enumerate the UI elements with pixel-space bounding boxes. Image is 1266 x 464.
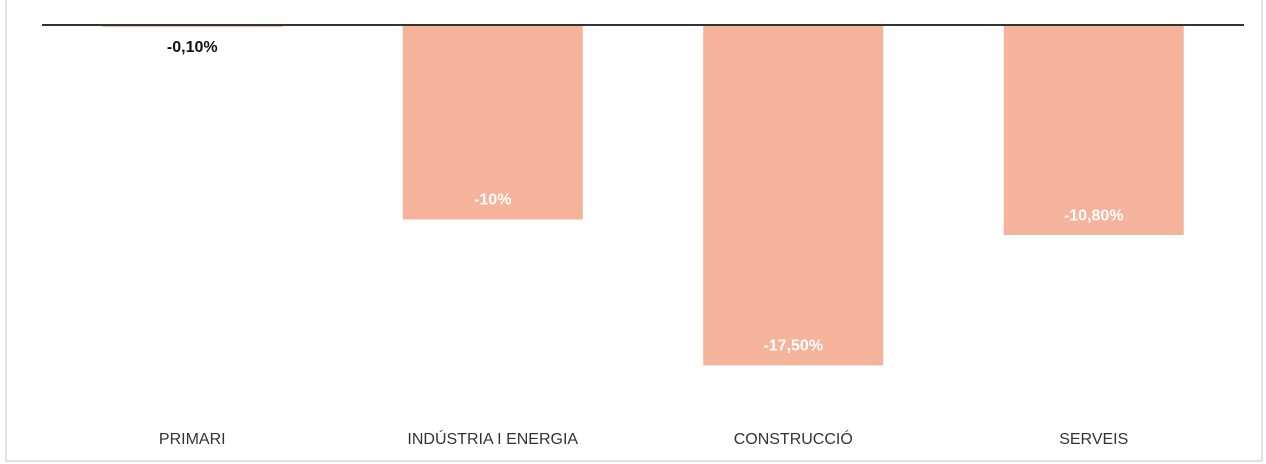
x-tick-label: CONSTRUCCIÓ bbox=[734, 429, 853, 448]
x-tick-label: INDÚSTRIA I ENERGIA bbox=[407, 429, 578, 448]
data-label: -10,80% bbox=[1064, 207, 1124, 224]
bar bbox=[1003, 25, 1184, 236]
data-label: -10% bbox=[474, 192, 511, 209]
bar bbox=[402, 25, 583, 220]
data-label: -0,10% bbox=[167, 39, 218, 56]
data-label: -17,50% bbox=[763, 338, 823, 355]
x-tick-label: SERVEIS bbox=[1059, 431, 1128, 448]
bar bbox=[703, 25, 884, 366]
x-tick-label: PRIMARI bbox=[159, 431, 226, 448]
